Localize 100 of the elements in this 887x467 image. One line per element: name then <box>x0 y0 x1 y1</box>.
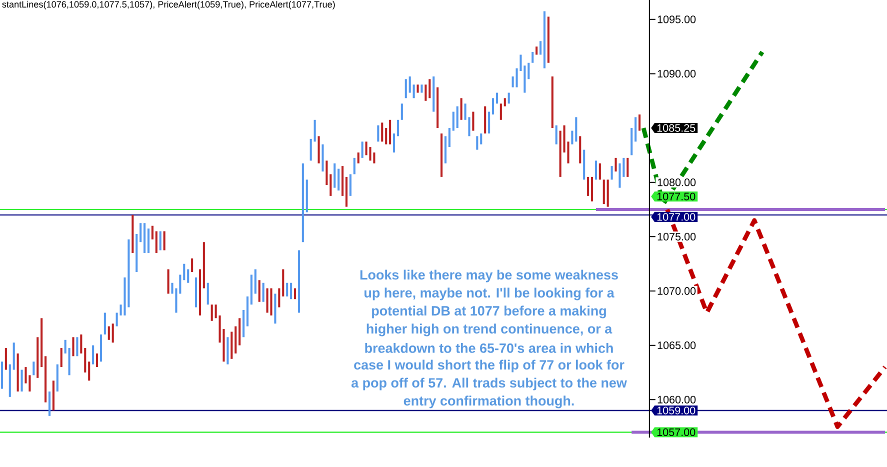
bar <box>480 133 482 144</box>
bar <box>194 277 198 308</box>
bar <box>338 168 340 190</box>
bar <box>104 312 106 334</box>
bar <box>476 136 478 150</box>
bar <box>496 92 498 104</box>
bar <box>543 11 546 68</box>
bar <box>8 364 11 397</box>
bar <box>396 120 399 136</box>
bar <box>357 152 360 164</box>
bar <box>334 163 336 188</box>
annotation: potential DB at 1077 before a making <box>372 306 606 318</box>
bar <box>452 112 454 131</box>
annotation: stantLines(1076,1059.0,1077.5,1057), PriceAlert(1059,True), PriceAlert(1077,True) <box>2 0 335 10</box>
bar <box>238 318 241 346</box>
bar <box>68 348 70 376</box>
bar <box>230 332 233 359</box>
bar <box>286 282 288 296</box>
bar <box>112 324 114 343</box>
bar <box>385 128 388 144</box>
bar <box>583 150 586 180</box>
bar <box>638 114 641 131</box>
bar <box>206 282 209 305</box>
bar <box>183 264 186 280</box>
bar <box>559 130 562 177</box>
bar <box>610 166 613 180</box>
bar <box>20 370 23 392</box>
bar <box>96 353 98 368</box>
annotation: a pop off of 57. All trads subject to the new <box>351 378 627 390</box>
bar <box>428 79 431 98</box>
bar <box>345 176 348 207</box>
bar <box>258 280 260 302</box>
bar <box>551 76 554 128</box>
bar <box>614 158 617 172</box>
bar <box>167 269 170 294</box>
bar <box>598 163 601 180</box>
bar <box>412 84 415 98</box>
bar <box>202 242 205 288</box>
bar <box>532 52 534 63</box>
annotation: higher high on trend continuence, or a <box>366 324 612 336</box>
bar <box>270 288 272 316</box>
bar <box>250 274 252 305</box>
bar <box>322 144 324 172</box>
bar <box>191 258 194 272</box>
bar <box>408 76 411 93</box>
bar <box>353 158 356 174</box>
bar <box>555 125 558 144</box>
bar <box>424 84 427 101</box>
y-tick-label: 1090.00 <box>658 70 696 78</box>
bar <box>179 274 182 294</box>
y-tick-label: 1075.00 <box>658 232 696 240</box>
bar <box>100 334 102 362</box>
bar <box>416 84 419 93</box>
bar <box>504 98 506 106</box>
bar <box>40 318 43 368</box>
bar <box>330 174 332 196</box>
bar <box>294 288 296 300</box>
bar <box>528 62 530 80</box>
bar <box>80 334 82 354</box>
bar <box>508 92 510 104</box>
annotation: case I would short the flip of 77 or look for <box>354 360 624 372</box>
bar <box>460 98 462 120</box>
bar <box>606 180 609 207</box>
bar <box>420 84 423 93</box>
bar <box>262 282 264 302</box>
y-tick-label: 1060.00 <box>658 396 696 404</box>
bar <box>88 362 90 381</box>
bar <box>456 106 458 128</box>
bar <box>12 342 15 370</box>
bar <box>444 136 447 164</box>
bar <box>147 228 150 253</box>
bar <box>72 337 74 356</box>
bar <box>472 112 474 131</box>
bar <box>540 41 542 55</box>
bar <box>547 16 550 63</box>
y-tick-label: 1070.00 <box>658 287 696 295</box>
bar <box>579 136 582 164</box>
annotation: entry confirmation though. <box>404 396 574 408</box>
bar <box>488 112 490 134</box>
bar <box>587 176 590 196</box>
bar <box>274 294 276 324</box>
bar <box>492 98 494 114</box>
bar <box>282 269 284 296</box>
bar <box>432 76 435 112</box>
bar <box>132 214 134 253</box>
bar <box>92 345 94 364</box>
bar <box>44 356 47 402</box>
bar <box>310 138 312 161</box>
bar <box>298 250 300 313</box>
bar <box>318 136 320 164</box>
bar <box>64 340 66 354</box>
bar <box>242 310 245 338</box>
bar <box>52 380 54 411</box>
bar <box>290 282 292 300</box>
bar <box>108 326 110 340</box>
bar <box>440 133 443 177</box>
annotation: 1085.25 <box>657 124 696 132</box>
bar <box>246 296 249 326</box>
bar <box>594 160 597 180</box>
bar <box>306 180 308 212</box>
